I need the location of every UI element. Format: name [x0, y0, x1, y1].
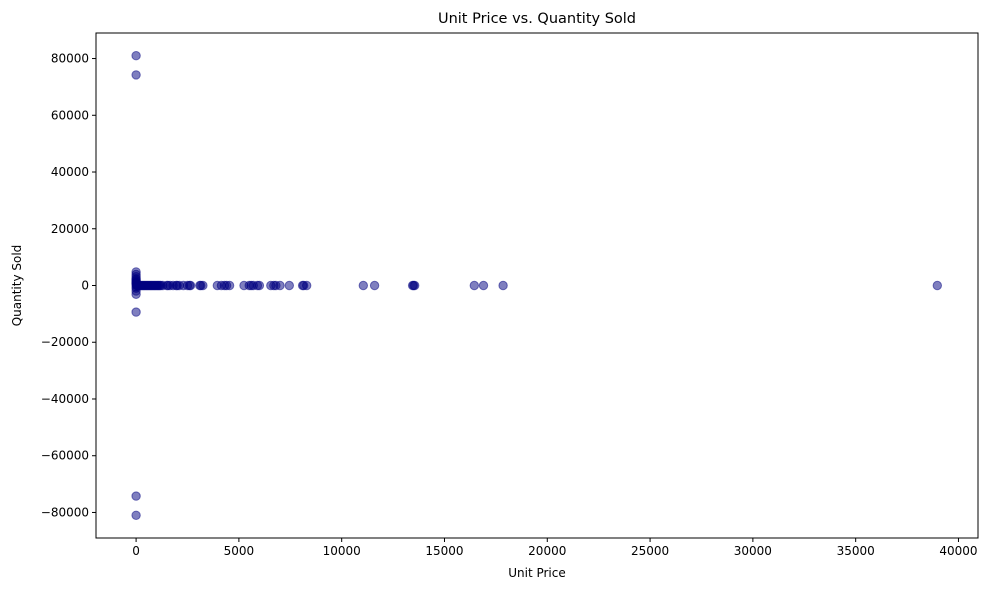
x-axis: 0 5000 10000 15000 20000 25000 30000 35000 40000	[132, 538, 978, 558]
chart-title: Unit Price vs. Quantity Sold	[438, 11, 636, 27]
data-point	[131, 510, 141, 520]
data-point	[131, 70, 141, 80]
data-point	[131, 307, 141, 317]
y-axis-label: Quantity Sold	[10, 245, 24, 327]
x-tick-label: 15000	[425, 544, 463, 558]
data-point	[131, 51, 141, 61]
data-point	[302, 280, 312, 291]
x-tick-label: 5000	[224, 544, 255, 558]
y-tick-label: 20000	[51, 222, 89, 236]
x-tick-label: 35000	[837, 544, 875, 558]
x-tick-label: 20000	[528, 544, 566, 558]
x-axis-label: Unit Price	[508, 566, 566, 580]
data-point	[131, 491, 141, 501]
y-axis: −80000 −60000 −40000 −20000 0 20000 40000 60000…	[41, 52, 96, 519]
data-point	[224, 280, 235, 291]
data-point	[369, 280, 380, 291]
data-point	[284, 280, 294, 291]
data-point	[410, 280, 420, 291]
data-points	[131, 51, 942, 520]
y-tick-label: 0	[81, 279, 89, 293]
data-point	[478, 280, 489, 291]
y-tick-label: 60000	[51, 108, 89, 122]
x-tick-label: 40000	[939, 544, 977, 558]
data-point	[932, 280, 942, 291]
data-point	[498, 280, 508, 291]
y-tick-label: −40000	[41, 392, 89, 406]
x-tick-label: 10000	[323, 544, 361, 558]
x-tick-label: 30000	[734, 544, 772, 558]
y-tick-label: −80000	[41, 505, 89, 519]
y-tick-label: 40000	[51, 165, 89, 179]
data-point	[275, 280, 285, 291]
x-tick-label: 0	[132, 544, 140, 558]
data-point	[358, 280, 368, 291]
x-tick-label: 25000	[631, 544, 669, 558]
data-point	[469, 280, 479, 291]
y-tick-label: −20000	[41, 335, 89, 349]
data-point	[254, 280, 265, 291]
data-point	[198, 280, 208, 291]
y-tick-label: −60000	[41, 449, 89, 463]
data-point	[185, 280, 196, 291]
y-tick-label: 80000	[51, 52, 89, 66]
